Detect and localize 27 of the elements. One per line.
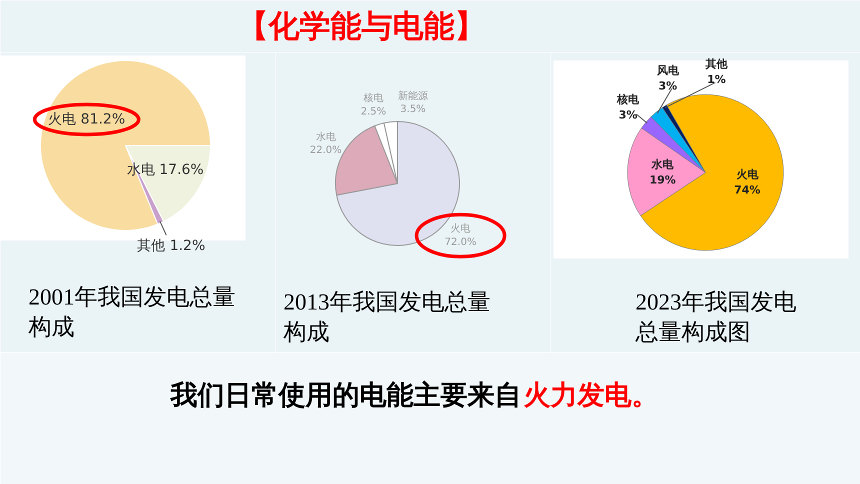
data-label: 2.5% <box>360 106 386 118</box>
data-label: 22.0% <box>310 145 342 156</box>
slice-label: 火电 <box>736 168 760 181</box>
data-label: 3.5% <box>400 104 426 116</box>
slice-label: 新能源 <box>398 90 428 102</box>
slice-label: 水电 <box>316 130 336 143</box>
data-label: 72.0% <box>444 236 476 248</box>
data-label: 3% <box>618 108 638 122</box>
data-label: 3% <box>658 80 678 93</box>
slice-label: 核电 <box>616 92 640 106</box>
slice-label: 风电 <box>656 64 680 78</box>
text: 2023年我国发电总量构成图 <box>634 290 796 344</box>
text: 火力发电。 <box>524 380 658 411</box>
slice-label: 火电 81.2% <box>48 111 126 128</box>
text: 我们日常使用的电能主要来自 <box>170 380 522 411</box>
data-label: 1% <box>707 72 726 86</box>
slice-label: 火电 <box>450 222 471 235</box>
data-label: 19% <box>649 173 676 186</box>
slice-label: 水电 <box>650 158 675 171</box>
text: 2013年我国发电总量构成 <box>282 290 490 344</box>
text: 【化学能与电能】 <box>238 8 486 44</box>
slice-label: 其他 1.2% <box>137 238 206 254</box>
data-label: 74% <box>734 184 760 197</box>
slice-label: 水电 17.6% <box>126 162 204 178</box>
slice-label: 核电 <box>362 92 384 104</box>
slice-label: 其他 <box>704 57 728 70</box>
text: 2001年我国发电总量构成 <box>28 284 236 340</box>
